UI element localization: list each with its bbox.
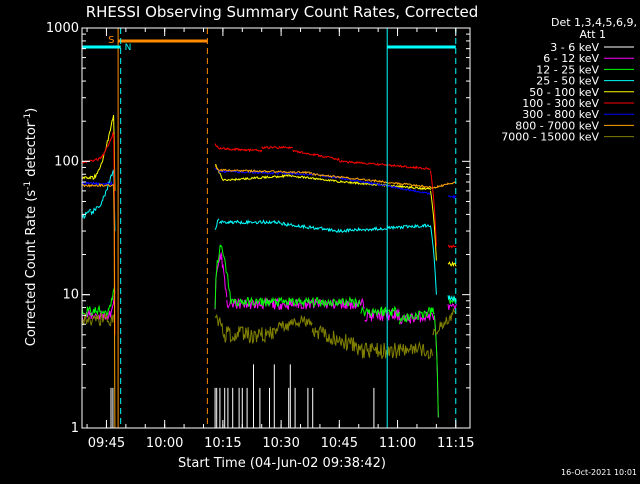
x-tick-label: 10:00 xyxy=(146,436,183,451)
x-tick-label: 10:45 xyxy=(321,436,358,451)
saa-label: S xyxy=(108,35,114,46)
series-line-2 xyxy=(81,244,457,418)
footer-timestamp: 16-Oct-2021 10:01 xyxy=(561,468,637,477)
x-axis-label: Start Time (04-Jun-02 09:38:42) xyxy=(178,456,386,471)
legend-entry-label: 6 - 12 keV xyxy=(543,52,599,65)
legend-entry-label: 12 - 25 keV xyxy=(536,63,599,76)
series-line-0 xyxy=(110,364,375,428)
series-line-7 xyxy=(81,165,457,429)
plot-layer: SN xyxy=(81,28,457,429)
x-tick-label: 11:15 xyxy=(437,436,474,451)
y-axis-label-end: ) xyxy=(24,108,39,113)
y-axis-label-mid: detector xyxy=(24,121,39,181)
plot-frame xyxy=(81,27,471,429)
legend-entry-label: 300 - 800 keV xyxy=(522,108,599,121)
legend-entry-label: 25 - 50 keV xyxy=(536,75,599,88)
legend-entry-label: 50 - 100 keV xyxy=(529,86,599,99)
y-tick-label: 10 xyxy=(62,288,79,303)
y-axis-label: Corrected Count Rate (s-1 detector-1) xyxy=(23,108,39,346)
y-axis-label-main: Corrected Count Rate (s xyxy=(24,190,39,347)
y-tick-label: 100 xyxy=(54,154,79,169)
x-tick-label: 11:00 xyxy=(379,436,416,451)
series-line-6 xyxy=(81,167,457,200)
x-tick-label: 10:30 xyxy=(262,436,299,451)
y-tick-label: 1000 xyxy=(46,21,79,36)
y-axis-label-sup2: -1 xyxy=(23,113,33,122)
legend-entry-label: 3 - 6 keV xyxy=(550,41,599,54)
series-line-8 xyxy=(81,307,457,360)
legend-entry-label: 7000 - 15000 keV xyxy=(501,131,599,144)
legend-entry-label: 100 - 300 keV xyxy=(522,97,599,110)
x-tick-label: 09:45 xyxy=(88,436,125,451)
chart-title: RHESSI Observing Summary Count Rates, Co… xyxy=(86,3,479,21)
y-axis-label-sup1: -1 xyxy=(23,181,33,190)
axes-layer: 1 10 100 1000 09:45 10:00 10:15 10:30 10:45 11:00… xyxy=(46,21,475,451)
night-label: N xyxy=(125,43,132,53)
series-line-4 xyxy=(81,114,457,268)
y-tick-label: 1 xyxy=(71,421,79,436)
x-tick-label: 10:15 xyxy=(204,436,241,451)
legend-header-line-1: Det 1,3,4,5,6,9, xyxy=(551,16,637,29)
legend-header-line-2: Att 1 xyxy=(580,28,606,41)
legend-entry-label: 800 - 7000 keV xyxy=(515,119,599,132)
